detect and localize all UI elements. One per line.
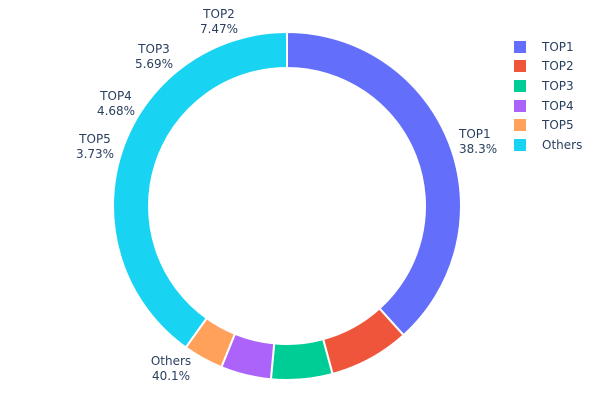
slice-label-top2: TOP2 7.47% (200, 7, 238, 36)
legend-item-top5[interactable]: TOP5 (514, 115, 582, 135)
legend-label: TOP5 (542, 118, 574, 133)
slice-label-value: 4.68% (97, 104, 135, 118)
slice-label-others: Others 40.1% (151, 354, 191, 383)
legend-swatch (514, 60, 526, 73)
slice-label-top1: TOP1 38.3% (458, 127, 497, 156)
slice-label-name: TOP2 (202, 7, 235, 21)
legend-label: TOP1 (542, 39, 574, 54)
donut-slice-top3[interactable] (269, 337, 334, 381)
slice-label-top4: TOP4 4.68% (97, 89, 135, 118)
legend-swatch (514, 99, 526, 112)
slice-label-name: TOP1 (458, 127, 491, 141)
slice-labels: TOP1 38.3%TOP2 7.47%TOP3 5.69%TOP4 4.68%TOP5… (76, 7, 497, 383)
legend-item-top3[interactable]: TOP3 (514, 76, 582, 96)
donut-slice-top1[interactable] (286, 30, 462, 337)
legend-item-top2[interactable]: TOP2 (514, 57, 582, 77)
slice-label-value: 38.3% (459, 142, 497, 156)
slice-label-top5: TOP5 3.73% (76, 132, 114, 161)
legend-label: TOP3 (542, 78, 574, 93)
slice-label-name: TOP4 (99, 89, 132, 103)
slice-label-name: Others (151, 354, 191, 368)
legend-label: TOP4 (542, 98, 574, 113)
legend-item-top1[interactable]: TOP1 (514, 37, 582, 57)
slice-label-value: 40.1% (152, 369, 190, 383)
slice-label-top3: TOP3 5.69% (135, 42, 173, 71)
slice-label-name: TOP5 (78, 132, 111, 146)
slice-label-value: 3.73% (76, 147, 114, 161)
legend-item-others[interactable]: Others (514, 135, 582, 155)
legend-swatch (514, 119, 526, 132)
donut-slice-others[interactable] (112, 30, 288, 349)
donut-slices (112, 30, 462, 381)
slice-label-value: 7.47% (200, 22, 238, 36)
legend-swatch (514, 138, 526, 151)
legend-label: TOP2 (542, 59, 574, 74)
legend-label: Others (542, 137, 583, 152)
legend-swatch (514, 79, 526, 92)
slice-label-value: 5.69% (135, 57, 173, 71)
chart-legend: TOP1 TOP2 TOP3 TOP4 TOP5 Others (514, 37, 582, 155)
slice-label-name: TOP3 (137, 42, 170, 56)
legend-item-top4[interactable]: TOP4 (514, 96, 582, 116)
legend-swatch (514, 40, 526, 53)
